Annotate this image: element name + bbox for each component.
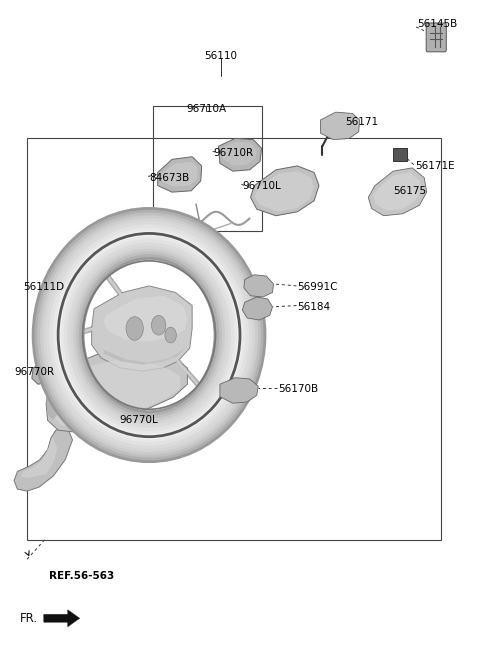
Polygon shape: [21, 437, 57, 478]
Polygon shape: [14, 428, 72, 491]
Polygon shape: [97, 424, 129, 448]
Text: 96710L: 96710L: [242, 181, 281, 191]
Text: FR.: FR.: [20, 612, 38, 625]
FancyBboxPatch shape: [426, 23, 446, 52]
Polygon shape: [254, 171, 314, 212]
Bar: [393, 148, 407, 162]
Text: 96770R: 96770R: [14, 367, 54, 377]
Circle shape: [126, 317, 144, 340]
Polygon shape: [251, 166, 319, 215]
Text: 56991C: 56991C: [298, 283, 338, 292]
Polygon shape: [104, 296, 187, 342]
Text: 96710R: 96710R: [214, 148, 254, 158]
Polygon shape: [104, 348, 185, 365]
Polygon shape: [220, 378, 258, 403]
Text: 56110: 56110: [204, 51, 237, 61]
Polygon shape: [218, 139, 262, 171]
Text: 56184: 56184: [298, 302, 331, 312]
Text: 96710A: 96710A: [186, 104, 227, 114]
Polygon shape: [157, 157, 202, 192]
Bar: [27, 139, 441, 539]
Polygon shape: [46, 348, 187, 432]
Text: 56145B: 56145B: [417, 18, 457, 29]
Polygon shape: [244, 275, 274, 297]
Polygon shape: [242, 297, 273, 320]
Polygon shape: [373, 173, 421, 210]
Polygon shape: [46, 378, 62, 420]
Text: 56175: 56175: [393, 186, 426, 196]
Polygon shape: [52, 360, 180, 427]
Text: REF.56-563: REF.56-563: [48, 571, 114, 581]
Circle shape: [152, 315, 166, 335]
Text: 96770L: 96770L: [120, 415, 158, 425]
Text: 56111D: 56111D: [24, 283, 65, 292]
Polygon shape: [92, 286, 192, 371]
Text: 56171E: 56171E: [415, 161, 454, 171]
Polygon shape: [44, 610, 80, 627]
Circle shape: [165, 327, 176, 343]
Text: 84673B: 84673B: [149, 173, 189, 183]
Polygon shape: [32, 360, 54, 384]
Polygon shape: [368, 168, 427, 215]
Polygon shape: [321, 112, 360, 140]
Polygon shape: [222, 142, 257, 166]
Bar: [153, 106, 262, 231]
Polygon shape: [161, 162, 198, 187]
Text: 56171: 56171: [345, 117, 378, 127]
Text: 56170B: 56170B: [278, 384, 318, 394]
